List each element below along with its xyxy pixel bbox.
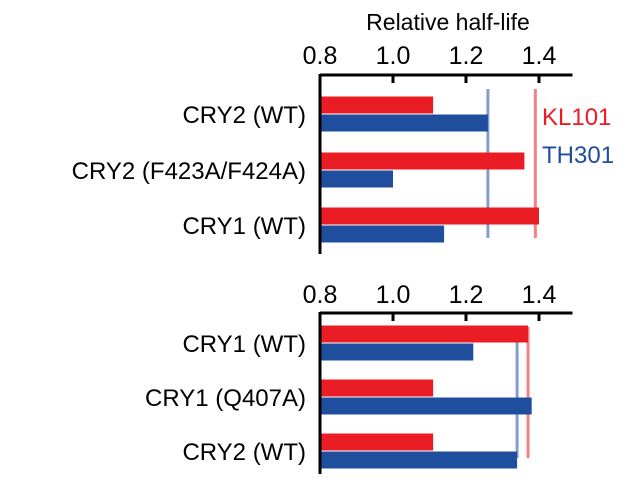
x-tick-label: 1.2: [449, 281, 484, 309]
bar-th301: [320, 170, 393, 188]
bar-th301: [320, 114, 488, 132]
bottom-panel: CRY1 (WT) CRY1 (Q407A) CRY2 (WT) 0.8 1.0 1.2 1…: [145, 281, 573, 474]
category-label: CRY2 (WT): [182, 439, 306, 466]
bar-th301: [320, 343, 474, 361]
x-tick-label: 1.0: [376, 42, 411, 70]
category-label: CRY2 (WT): [182, 102, 306, 129]
bar-kl101: [320, 379, 434, 397]
top-panel: CRY2 (WT) CRY2 (F423A/F424A) CRY1 (WT) 0.8 1…: [72, 42, 573, 254]
bar-kl101: [320, 207, 539, 225]
bar-kl101: [320, 433, 434, 451]
bar-kl101: [320, 325, 529, 343]
category-label: CRY1 (WT): [182, 331, 306, 358]
bar-kl101: [320, 96, 434, 114]
bar-th301: [320, 225, 445, 243]
x-tick-label: 1.4: [522, 42, 557, 70]
bar-th301: [320, 451, 518, 469]
category-label: CRY1 (Q407A): [145, 385, 306, 412]
chart-title: Relative half-life: [366, 9, 530, 35]
x-tick-label: 1.2: [449, 42, 484, 70]
x-tick-label: 0.8: [303, 281, 338, 309]
x-tick-label: 1.0: [376, 281, 411, 309]
bar-kl101: [320, 152, 525, 170]
legend-kl101: KL101: [542, 104, 611, 131]
x-tick-label: 1.4: [522, 281, 557, 309]
category-label: CRY2 (F423A/F424A): [72, 158, 306, 185]
category-label: CRY1 (WT): [182, 213, 306, 240]
bar-th301: [320, 397, 532, 415]
legend-th301: TH301: [542, 142, 614, 169]
x-tick-label: 0.8: [303, 42, 338, 70]
